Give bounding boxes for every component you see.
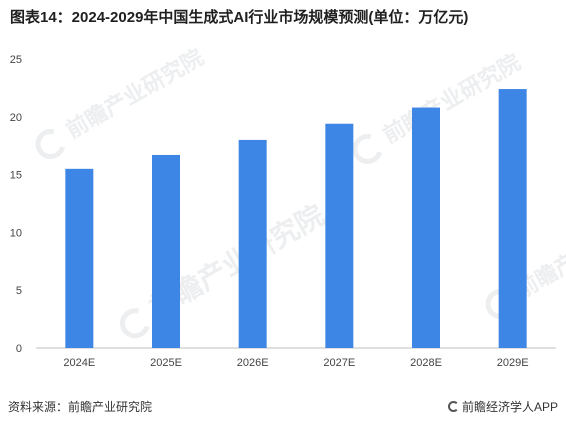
- source-note: 资料来源：前瞻产业研究院: [8, 400, 153, 414]
- footer: 资料来源：前瞻产业研究院 前瞻经济学人APP: [8, 398, 558, 418]
- y-tick-label: 0: [16, 343, 22, 355]
- bar: [412, 107, 440, 348]
- brand: 前瞻经济学人APP: [447, 398, 558, 415]
- y-tick-label: 5: [16, 285, 22, 297]
- chart-title: 图表14：2024-2029年中国生成式AI行业市场规模预测(单位：万亿元): [10, 9, 469, 26]
- x-tick-label: 2027E: [323, 357, 355, 369]
- bar-chart: 0 5 10 15 20 25 2024E 2025E 2026E 2027E 2028E 2029E: [10, 54, 556, 369]
- bar: [325, 123, 354, 349]
- x-tick-label: 2024E: [63, 357, 95, 369]
- y-tick-label: 20: [10, 112, 22, 124]
- y-tick-label: 15: [10, 170, 22, 182]
- x-tick-label: 2028E: [410, 357, 442, 369]
- y-tick-label: 25: [10, 54, 22, 66]
- bar: [65, 168, 94, 348]
- bar: [152, 154, 180, 348]
- bar: [238, 139, 267, 348]
- x-tick-label: 2026E: [237, 357, 269, 369]
- brand-label: 前瞻经济学人APP: [461, 400, 558, 414]
- x-tick-label: 2025E: [150, 357, 182, 369]
- bar: [498, 89, 527, 348]
- brand-logo-icon: [447, 401, 459, 412]
- chart-area: 前瞻产业研究院 前瞻产业研究院 前瞻产业研究院 前瞻产业研究院 0 5 10 15 20…: [0, 40, 566, 385]
- y-tick-label: 10: [10, 227, 22, 239]
- x-tick-label: 2029E: [497, 357, 529, 369]
